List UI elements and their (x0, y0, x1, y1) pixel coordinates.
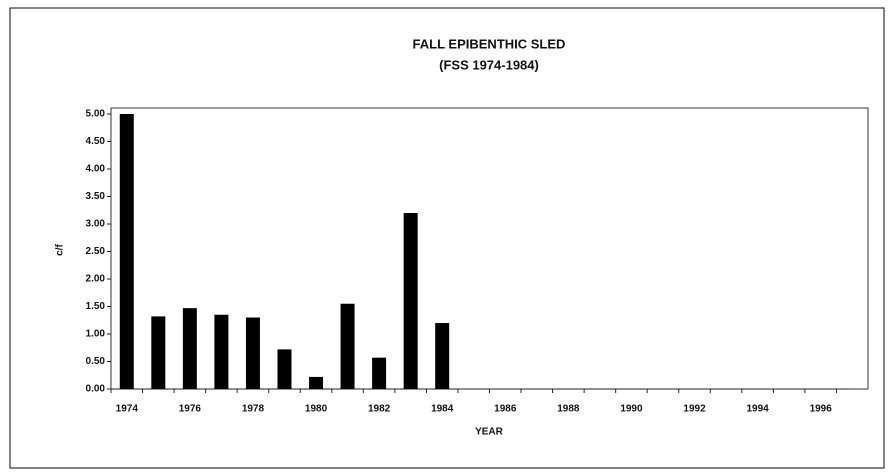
y-tick-label: 4.00 (86, 164, 106, 175)
bar (119, 114, 134, 389)
y-tick-label: 0.50 (86, 356, 106, 367)
y-tick-label: 0.00 (86, 384, 106, 395)
y-tick-label: 3.50 (86, 191, 106, 202)
chart-title: FALL EPIBENTHIC SLED (413, 36, 566, 51)
x-tick-label: 1990 (620, 404, 643, 415)
bar (151, 316, 166, 389)
y-tick-label: 1.00 (86, 329, 106, 340)
bar (182, 308, 197, 389)
x-tick-label: 1978 (242, 404, 265, 415)
y-tick-label: 1.50 (86, 301, 106, 312)
bar (435, 323, 450, 389)
bar (277, 349, 292, 389)
y-tick-label: 2.50 (86, 246, 106, 257)
bar (403, 213, 418, 389)
x-tick-label: 1982 (368, 404, 391, 415)
x-tick-label: 1984 (431, 404, 454, 415)
x-axis-label: YEAR (475, 427, 504, 438)
bar (309, 376, 324, 389)
x-tick-label: 1988 (557, 404, 580, 415)
x-tick-label: 1996 (810, 404, 833, 415)
bar (372, 357, 387, 389)
y-tick-label: 4.50 (86, 136, 106, 147)
chart-subtitle: (FSS 1974-1984) (439, 57, 539, 72)
bar (245, 317, 260, 389)
x-tick-label: 1980 (305, 404, 328, 415)
x-tick-label: 1974 (116, 404, 139, 415)
x-tick-label: 1994 (746, 404, 769, 415)
frame (9, 7, 885, 469)
bar (340, 303, 355, 389)
bar (214, 314, 229, 389)
y-tick-label: 3.00 (86, 219, 106, 230)
y-axis-label: c/f (55, 243, 66, 255)
x-tick-label: 1986 (494, 404, 517, 415)
y-tick-label: 5.00 (86, 109, 106, 120)
y-tick-label: 2.00 (86, 274, 106, 285)
x-tick-label: 1992 (683, 404, 706, 415)
x-tick-label: 1976 (179, 404, 202, 415)
